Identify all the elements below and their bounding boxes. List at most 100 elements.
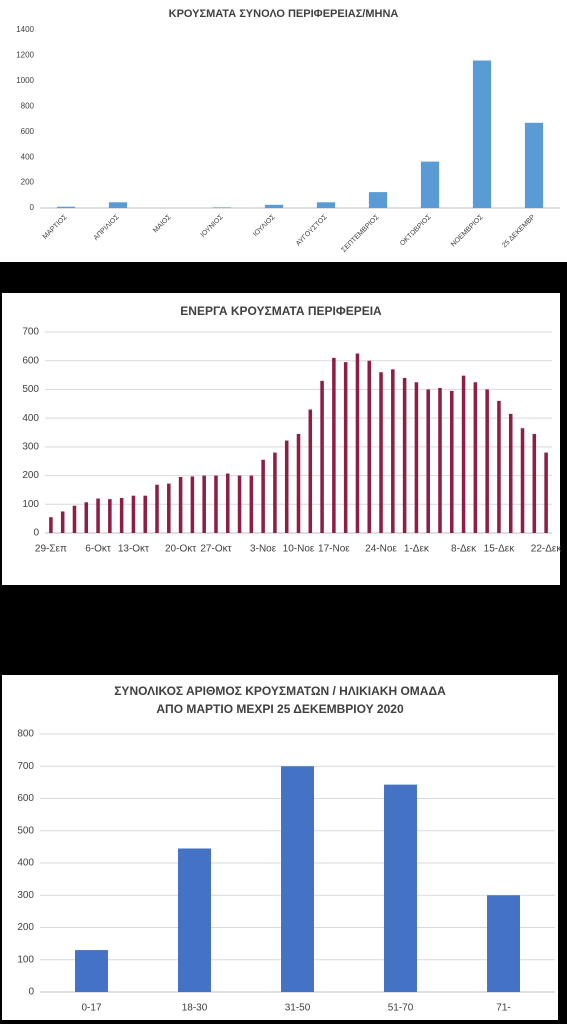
bar xyxy=(108,202,128,208)
y-tick-label: 0 xyxy=(30,203,35,212)
bar xyxy=(391,369,395,533)
bar xyxy=(368,192,388,208)
y-tick-label: 100 xyxy=(22,499,39,510)
bar xyxy=(426,389,430,533)
y-tick-label: 400 xyxy=(17,858,34,869)
bar xyxy=(379,372,383,533)
y-tick-label: 400 xyxy=(22,413,39,424)
bar xyxy=(56,206,76,208)
y-tick-label: 600 xyxy=(21,127,35,136)
bar xyxy=(237,475,242,533)
x-tick-label: 0-17 xyxy=(81,1003,101,1014)
y-tick-label: 1000 xyxy=(16,76,34,85)
x-tick-label: 17-Νοε xyxy=(318,544,350,555)
y-tick-label: 600 xyxy=(17,793,34,804)
x-tick-label: 31-50 xyxy=(285,1003,311,1014)
bar xyxy=(264,204,284,208)
y-tick-label: 500 xyxy=(22,384,39,395)
bar xyxy=(520,428,525,533)
bar xyxy=(508,413,513,533)
bar xyxy=(143,495,147,533)
chart-title: ΕΝΕΡΓΑ ΚΡΟΥΣΜΑΤΑ ΠΕΡΙΦΕΡΕΙΑ xyxy=(180,304,382,318)
bar xyxy=(367,360,372,533)
bar xyxy=(450,390,454,533)
bar xyxy=(473,382,478,533)
x-tick-label: 71- xyxy=(496,1003,510,1014)
bar xyxy=(167,483,171,533)
bar xyxy=(249,475,254,533)
bar xyxy=(316,202,336,208)
x-tick-label: 22-Δεκ xyxy=(531,544,563,555)
x-tick-label: 15-Δεκ xyxy=(484,544,516,555)
y-tick-label: 1200 xyxy=(16,51,34,60)
bar xyxy=(202,475,206,533)
x-tick-label: 29-Σεπ xyxy=(35,544,67,555)
y-tick-label: 200 xyxy=(17,922,34,933)
bar xyxy=(108,499,112,533)
x-tick-label: 27-Οκτ xyxy=(200,544,231,555)
bar xyxy=(544,452,548,533)
bar xyxy=(420,161,440,208)
bar xyxy=(485,389,489,533)
x-tick-label: 51-70 xyxy=(388,1003,414,1014)
bar xyxy=(212,207,232,208)
y-tick-label: 400 xyxy=(21,152,35,161)
bar xyxy=(332,357,336,533)
bar xyxy=(96,498,100,533)
bar xyxy=(472,60,492,209)
chart-title: ΚΡΟΥΣΜΑΤΑ ΣΥΝΟΛΟ ΠΕΡΙΦΕΡΕΙΑΣ/ΜΗΝΑ xyxy=(169,8,399,20)
y-tick-label: 700 xyxy=(22,327,39,338)
bar xyxy=(214,475,218,533)
bar xyxy=(355,353,360,533)
bar xyxy=(343,362,348,533)
bar xyxy=(281,766,314,992)
bar xyxy=(487,895,520,992)
bar xyxy=(49,517,53,533)
bar xyxy=(524,122,544,208)
y-tick-label: 0 xyxy=(33,528,39,539)
bar xyxy=(414,382,419,533)
x-tick-label: 1-Δεκ xyxy=(404,544,430,555)
chart-subtitle: ΑΠΟ ΜΑΡΤΙΟ ΜΕΧΡΙ 25 ΔΕΚΕΜΒΡΙΟΥ 2020 xyxy=(156,702,404,716)
bar xyxy=(84,502,89,533)
bar xyxy=(225,473,230,533)
y-tick-label: 1400 xyxy=(16,25,34,34)
bar xyxy=(402,377,407,533)
x-tick-label: 13-Οκτ xyxy=(118,544,149,555)
y-tick-label: 100 xyxy=(17,954,34,965)
y-tick-label: 700 xyxy=(17,761,34,772)
y-tick-label: 300 xyxy=(17,890,34,901)
bar xyxy=(60,511,65,533)
bar xyxy=(384,784,417,992)
y-tick-label: 800 xyxy=(21,101,35,110)
y-tick-label: 300 xyxy=(22,441,39,452)
bar xyxy=(75,950,108,992)
y-tick-label: 500 xyxy=(17,825,34,836)
bar xyxy=(438,387,442,533)
y-tick-label: 800 xyxy=(17,729,34,740)
y-tick-label: 0 xyxy=(28,987,34,998)
x-tick-label: 18-30 xyxy=(182,1003,208,1014)
bar xyxy=(308,409,313,533)
bar xyxy=(532,433,537,533)
bar xyxy=(273,452,277,533)
bar xyxy=(284,440,289,533)
bar xyxy=(131,495,136,533)
bar xyxy=(461,375,466,533)
x-tick-label: 6-Οκτ xyxy=(85,544,111,555)
y-tick-label: 200 xyxy=(22,470,39,481)
bar xyxy=(119,497,124,533)
bar xyxy=(190,476,195,533)
x-tick-label: 20-Οκτ xyxy=(165,544,196,555)
x-tick-label: 3-Νοε xyxy=(250,544,277,555)
bar xyxy=(178,477,183,533)
chart-title: ΣΥΝΟΛΙΚΟΣ ΑΡΙΘΜΟΣ ΚΡΟΥΣΜΑΤΩΝ / ΗΛΙΚΙΑΚΗ … xyxy=(114,684,446,698)
bar xyxy=(178,848,211,992)
bar xyxy=(320,380,324,533)
y-tick-label: 600 xyxy=(22,355,39,366)
y-tick-label: 200 xyxy=(21,178,35,187)
bar xyxy=(155,484,159,533)
bar xyxy=(72,505,77,533)
x-tick-label: 8-Δεκ xyxy=(451,544,477,555)
